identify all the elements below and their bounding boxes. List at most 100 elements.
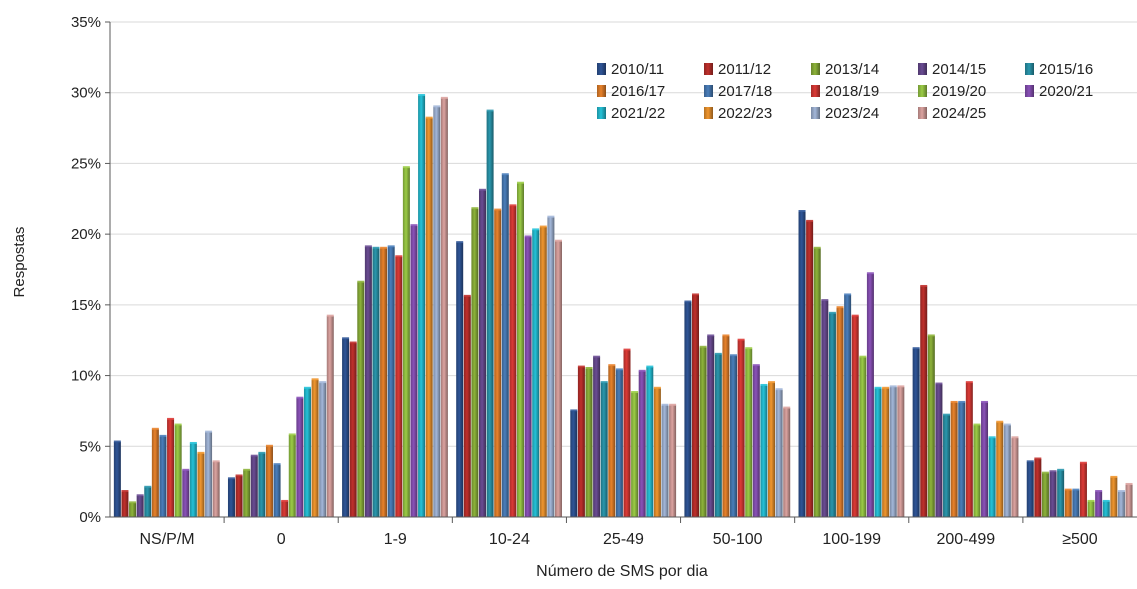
bar-cap xyxy=(722,334,730,337)
bar-cap xyxy=(501,173,509,176)
bar-2024-25-1 xyxy=(326,316,334,517)
bar-2016-17-8 xyxy=(1064,490,1072,517)
bar-2013-14-3 xyxy=(471,208,479,517)
bar-2013-14-6 xyxy=(813,248,821,518)
bar-cap xyxy=(1064,488,1072,491)
bar-cap xyxy=(882,386,890,389)
bar-2016-17-1 xyxy=(265,446,273,517)
bar-2024-25-7 xyxy=(1011,437,1019,517)
bar-cap xyxy=(136,494,144,497)
bar-2019-20-8 xyxy=(1087,501,1095,517)
bar-2021-22-3 xyxy=(532,229,540,517)
bar-2010-11-8 xyxy=(1026,461,1034,517)
bar-2015-16-8 xyxy=(1057,470,1065,517)
bar-cap xyxy=(456,241,464,244)
bar-cap xyxy=(844,293,852,296)
x-tick-label: 0 xyxy=(277,531,286,548)
bar-2022-23-5 xyxy=(768,382,776,517)
bar-cap xyxy=(730,354,738,357)
bar-2013-14-2 xyxy=(357,282,365,517)
bar-2016-17-7 xyxy=(950,402,958,517)
legend-label: 2015/16 xyxy=(1039,61,1093,78)
legend-swatch xyxy=(597,107,606,119)
bar-cap xyxy=(752,364,760,367)
bar-2016-17-4 xyxy=(608,365,616,517)
bar-cap xyxy=(303,386,311,389)
legend-swatch xyxy=(1025,63,1034,75)
bar-2022-23-1 xyxy=(311,379,319,517)
bar-2022-23-2 xyxy=(425,118,433,518)
bar-cap xyxy=(463,294,471,297)
bar-2015-16-6 xyxy=(828,313,836,517)
bar-2020-21-8 xyxy=(1095,491,1103,517)
bar-2019-20-1 xyxy=(288,434,296,517)
bar-2015-16-2 xyxy=(372,248,380,518)
bar-cap xyxy=(364,245,372,248)
bar-2021-22-4 xyxy=(646,367,654,517)
legend-item: 2016/17 xyxy=(597,83,665,100)
bar-2022-23-0 xyxy=(197,453,205,517)
legend-item: 2011/12 xyxy=(704,61,771,78)
bar-cap xyxy=(813,246,821,249)
bar-cap xyxy=(174,423,182,426)
bar-cap xyxy=(440,96,448,99)
legend: 2010/11 2011/12 2013/14 2014/15 2015/16 2016/… xyxy=(597,61,1093,122)
bar-cap xyxy=(577,365,585,368)
bar-2019-20-6 xyxy=(859,357,867,517)
bar-cap xyxy=(1117,490,1125,493)
bar-cap xyxy=(144,485,152,488)
legend-label: 2023/24 xyxy=(825,105,879,122)
bar-cap xyxy=(1034,457,1042,460)
bar-cap xyxy=(547,215,555,218)
bar-2011-12-6 xyxy=(806,221,814,517)
bar-cap xyxy=(889,385,897,388)
legend-swatch xyxy=(704,85,713,97)
y-tick-label: 0% xyxy=(79,509,101,526)
bar-cap xyxy=(714,352,722,355)
bar-2014-15-6 xyxy=(821,300,829,517)
bar-cap xyxy=(828,311,836,314)
legend-swatch xyxy=(811,85,820,97)
bar-2016-17-2 xyxy=(380,248,388,518)
bar-2010-11-3 xyxy=(456,242,464,517)
bar-cap xyxy=(927,334,935,337)
bar-cap xyxy=(182,468,190,471)
bar-2024-25-5 xyxy=(783,408,791,517)
axes: 0% 5% 10% 15% 20% 25% 30% 35% NS/P/M 0 1-9 10-24 25-… xyxy=(71,14,1137,548)
bar-2019-20-5 xyxy=(745,348,753,517)
bar-cap xyxy=(866,272,874,275)
bar-cap xyxy=(433,105,441,108)
bar-2023-24-5 xyxy=(775,389,783,517)
bar-cap xyxy=(357,280,365,283)
bar-cap xyxy=(897,385,905,388)
bar-2020-21-0 xyxy=(182,470,190,517)
bar-cap xyxy=(1079,461,1087,464)
bar-cap xyxy=(159,434,167,437)
bar-2021-22-0 xyxy=(189,443,197,517)
bar-cap xyxy=(821,299,829,302)
bar-cap xyxy=(653,386,661,389)
bar-cap xyxy=(707,334,715,337)
y-tick-label: 5% xyxy=(79,438,101,455)
bar-2022-23-7 xyxy=(996,422,1004,517)
bar-2018-19-4 xyxy=(623,350,631,517)
bar-2023-24-1 xyxy=(319,382,327,517)
x-axis-label: Número de SMS por dia xyxy=(536,563,708,580)
bar-cap xyxy=(973,423,981,426)
bar-cap xyxy=(874,386,882,389)
bar-cap xyxy=(1095,490,1103,493)
legend-swatch xyxy=(597,85,606,97)
bar-2014-15-3 xyxy=(478,190,486,518)
bar-cap xyxy=(623,348,631,351)
bar-cap xyxy=(1102,499,1110,502)
bar-cap xyxy=(250,454,258,457)
bar-cap xyxy=(151,427,159,430)
legend-item: 2022/23 xyxy=(704,105,772,122)
bar-2014-15-7 xyxy=(935,384,943,517)
bar-cap xyxy=(920,284,928,287)
bar-cap xyxy=(524,235,532,238)
bar-cap xyxy=(129,501,137,504)
bar-2024-25-8 xyxy=(1125,484,1133,517)
bar-2020-21-7 xyxy=(981,402,989,517)
bar-cap xyxy=(783,406,791,409)
